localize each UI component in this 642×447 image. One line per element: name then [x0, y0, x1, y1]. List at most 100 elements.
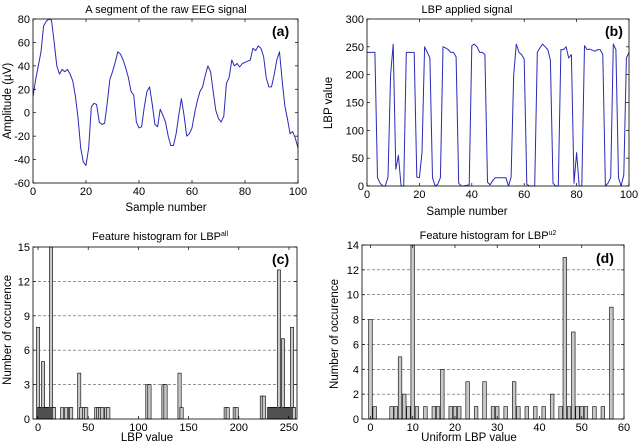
panel-d-bar — [423, 406, 428, 420]
panel-b-label: (b) — [605, 23, 623, 39]
panel-a-xtick-label: 80 — [239, 186, 251, 198]
panel-b-ytick-label: 0 — [358, 181, 364, 193]
panel-d-ytick-label: 4 — [353, 364, 359, 376]
panel-d-bar — [490, 406, 496, 420]
panel-c-xlabel: LBP value — [121, 432, 173, 444]
panel-d: 0 10 20 30 40 50 60 0 2 4 6 8 10 12 14 Feature histogr… — [329, 230, 630, 444]
panel-c-ytick-label: 12 — [18, 276, 30, 288]
panel-d-bar — [393, 406, 398, 420]
panel-c-xtick-label: 100 — [129, 422, 147, 434]
panel-c-bar — [60, 407, 65, 420]
panel-d-bar — [503, 406, 508, 420]
panel-c-xtick-label: 150 — [179, 422, 197, 434]
panel-d-bar — [406, 406, 411, 420]
panel-d-xtick-label: 10 — [407, 422, 419, 434]
panel-b-ytick-label: 200 — [346, 70, 364, 82]
panel-c-ytick-label: 9 — [24, 311, 30, 323]
panel-b-axes-frame — [366, 18, 630, 187]
panel-c-plot: 0 50 100 150 200 250 0 3 6 9 12 15 — [18, 242, 298, 434]
panel-c-bar — [163, 384, 168, 420]
panel-b-series-line — [367, 43, 630, 187]
panel-b-xtick-label: 60 — [518, 189, 530, 201]
panel-c-xtick-label: 200 — [230, 422, 248, 434]
panel-d-bar — [372, 406, 377, 420]
panel-c-bar — [106, 407, 111, 420]
panel-d-bar — [440, 368, 445, 420]
panel-d-bar — [512, 381, 517, 420]
panel-d-bar — [435, 406, 441, 420]
panel-d-bar — [431, 406, 436, 420]
panel-a-xtick-label: 40 — [133, 186, 145, 198]
panel-d-bar — [562, 257, 567, 420]
panel-a-label: (a) — [272, 23, 289, 39]
panel-c-bar — [64, 407, 69, 420]
panel-a-ytick-label: -20 — [14, 131, 30, 143]
panel-d-bar — [592, 406, 597, 420]
panel-c-title-superscript: all — [221, 231, 228, 238]
panel-a-axes-frame — [32, 18, 299, 184]
panel-b-ytick-label: 150 — [346, 98, 364, 110]
panel-a-ytick-label: 20 — [18, 84, 30, 96]
panel-c-title: Feature histogram for LBPall — [92, 231, 228, 243]
panel-b-xtick-label: 20 — [413, 189, 425, 201]
panel-a-xtick-label: 20 — [80, 186, 92, 198]
panel-a-series-line — [32, 18, 299, 166]
panel-d-xtick-label: 30 — [491, 422, 503, 434]
panel-b-ytick-label: 100 — [346, 125, 364, 137]
panel-d-xtick-label: 60 — [618, 422, 630, 434]
panel-a-xtick-label: 100 — [289, 186, 307, 198]
panel-d-ytick-label: 12 — [347, 265, 359, 277]
panel-d-xtick-label: 0 — [367, 422, 373, 434]
panel-a-xlabel: Sample number — [125, 202, 206, 214]
panel-c-bar — [147, 384, 152, 420]
panel-c-label: (c) — [272, 251, 289, 267]
panel-d-label: (d) — [596, 250, 614, 266]
panel-b-ytick-label: 250 — [346, 42, 364, 54]
panel-c-title-text: Feature histogram for LBP — [92, 231, 221, 243]
panel-d-title-text: Feature histogram for LBP — [420, 230, 549, 242]
panel-c-xtick-label: 250 — [280, 422, 298, 434]
panel-d-ytick-label: 6 — [353, 339, 359, 351]
panel-c-bar — [84, 407, 89, 420]
panel-d-xlabel: Uniform LBP value — [421, 432, 517, 444]
panel-d-bar — [600, 406, 605, 420]
panel-b-xtick-label: 0 — [364, 189, 370, 201]
panel-c-bar — [225, 407, 230, 420]
panel-d-bar — [609, 306, 614, 420]
panel-d-title: Feature histogram for LBPu2 — [420, 230, 557, 242]
panel-b-title: LBP applied signal — [422, 4, 513, 16]
panel-d-bar — [583, 406, 589, 420]
panel-b-ytick-label: 50 — [352, 153, 364, 165]
panel-d-ytick-label: 8 — [353, 315, 359, 327]
panel-c-axes-frame — [32, 246, 298, 420]
panel-d-bar — [558, 406, 563, 420]
panel-c-ytick-label: 3 — [24, 380, 30, 392]
panel-c-xtick-label: 0 — [35, 422, 41, 434]
panel-b-ylabel: LBP value — [323, 77, 335, 129]
panel-c-bar — [69, 407, 74, 420]
panel-d-bar — [516, 406, 521, 420]
panel-d-bar — [541, 406, 546, 420]
panel-d-bar — [575, 406, 580, 420]
panel-c-ylabel: Number of occurence — [2, 275, 14, 385]
panel-b-plot: 0 20 40 60 80 100 0 50 100 150 200 250 300 — [346, 14, 639, 201]
panel-c-ytick-label: 6 — [24, 345, 30, 357]
panel-d-xtick-label: 40 — [533, 422, 545, 434]
panel-b-xlabel: Sample number — [426, 206, 507, 218]
panel-b-xtick-label: 100 — [620, 189, 638, 201]
panel-c-bar — [52, 407, 57, 420]
panel-d-bar — [414, 406, 420, 420]
panel-c-bar — [49, 246, 54, 420]
panel-a-ytick-label: 80 — [18, 14, 30, 26]
panel-d-bar — [448, 406, 453, 420]
panel-d-bar — [550, 393, 555, 420]
panel-d-bar — [524, 406, 529, 420]
panel-b-xtick-label: 40 — [466, 189, 478, 201]
panel-a: 0 20 40 60 80 100 -60 -40 -20 0 20 40 60 80 A segment… — [2, 4, 307, 214]
panel-a-ytick-label: 40 — [18, 61, 30, 73]
panel-c-bar — [100, 407, 105, 420]
panel-c-bar — [290, 326, 294, 420]
panel-d-bar — [473, 406, 479, 420]
panel-c-bar — [280, 338, 285, 420]
